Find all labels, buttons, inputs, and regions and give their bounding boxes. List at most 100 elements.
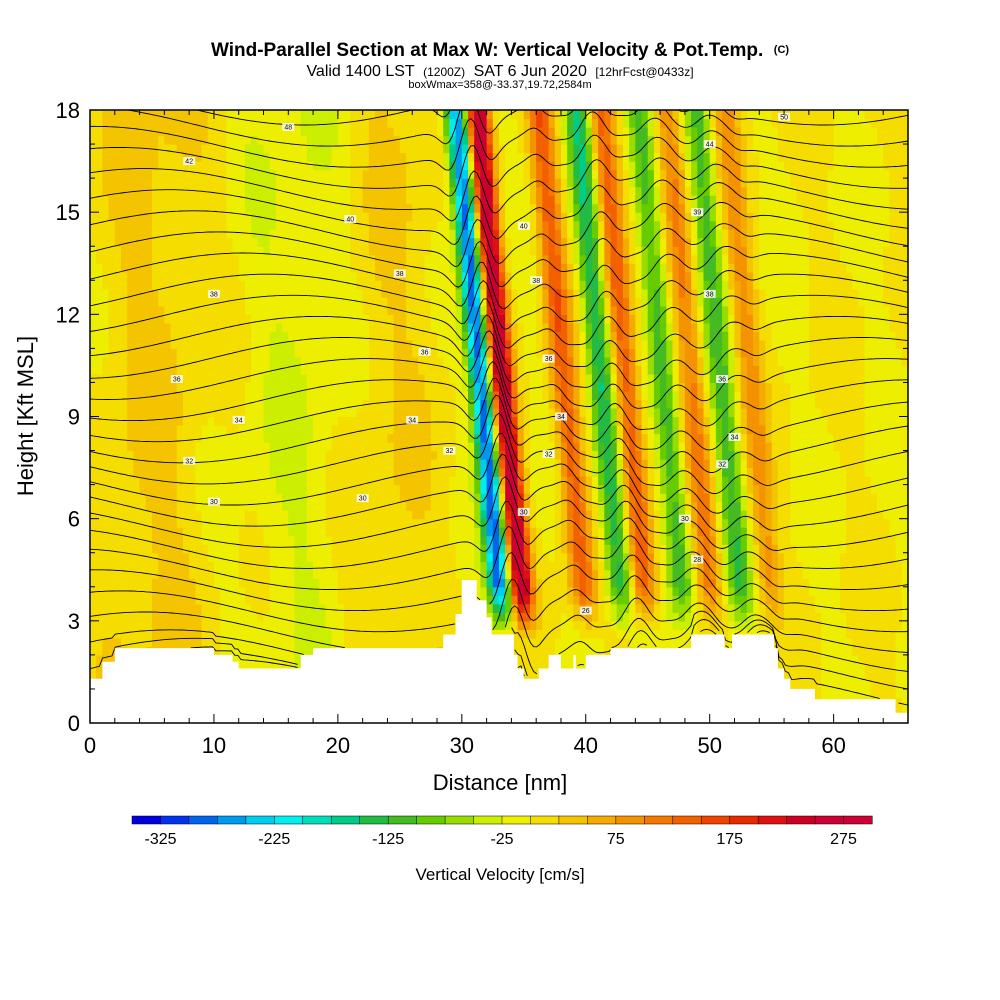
velocity-cell: [325, 476, 333, 486]
velocity-cell: [381, 263, 389, 273]
velocity-cell: [220, 118, 227, 128]
velocity-cell: [145, 339, 153, 349]
velocity-cell: [102, 220, 110, 230]
velocity-cell: [474, 144, 482, 154]
velocity-cell: [275, 527, 283, 537]
velocity-cell: [282, 373, 289, 384]
velocity-cell: [492, 297, 500, 307]
velocity-cell: [492, 620, 500, 630]
velocity-cell: [257, 195, 265, 205]
velocity-cell: [263, 305, 271, 315]
velocity-cell: [201, 246, 209, 256]
velocity-cell: [418, 237, 426, 247]
velocity-cell: [182, 612, 190, 622]
velocity-cell: [412, 476, 420, 486]
velocity-cell: [393, 629, 401, 639]
velocity-cell: [238, 382, 246, 392]
velocity-cell: [294, 586, 302, 596]
velocity-cell: [492, 595, 500, 605]
velocity-cell: [313, 356, 320, 367]
velocity-cell: [313, 254, 320, 264]
velocity-cell: [350, 620, 358, 630]
velocity-cell: [362, 254, 370, 264]
velocity-cell: [269, 620, 277, 630]
velocity-cell: [269, 263, 277, 273]
velocity-cell: [170, 442, 178, 452]
velocity-cell: [282, 561, 289, 571]
velocity-cell: [468, 425, 475, 435]
velocity-cell: [461, 118, 469, 128]
velocity-cell: [232, 637, 240, 647]
velocity-cell: [331, 288, 339, 298]
velocity-cell: [139, 544, 147, 554]
velocity-cell: [300, 425, 308, 435]
velocity-cell: [344, 484, 351, 494]
velocity-cell: [263, 586, 271, 596]
velocity-cell: [164, 331, 172, 341]
velocity-cell: [399, 152, 407, 162]
velocity-cell: [319, 305, 327, 315]
velocity-cell: [362, 246, 370, 256]
velocity-cell: [486, 339, 494, 349]
velocity-cell: [294, 314, 302, 324]
velocity-cell: [170, 425, 178, 435]
velocity-cell: [102, 203, 110, 213]
velocity-cell: [201, 339, 209, 349]
velocity-cell: [120, 561, 128, 571]
velocity-cell: [511, 629, 519, 639]
velocity-cell: [238, 195, 246, 205]
velocity-cell: [356, 365, 364, 375]
velocity-cell: [443, 365, 451, 375]
velocity-cell: [362, 212, 370, 222]
velocity-cell: [393, 510, 401, 520]
velocity-cell: [189, 322, 196, 332]
velocity-cell: [430, 178, 438, 188]
velocity-cell: [257, 246, 265, 256]
velocity-cell: [505, 356, 512, 367]
velocity-cell: [164, 161, 172, 171]
velocity-cell: [176, 178, 184, 188]
velocity-cell: [505, 203, 512, 213]
velocity-cell: [201, 356, 209, 367]
velocity-cell: [455, 561, 463, 571]
velocity-cell: [257, 433, 265, 443]
velocity-cell: [468, 314, 475, 324]
velocity-cell: [306, 586, 314, 596]
velocity-cell: [406, 552, 413, 562]
velocity-cell: [158, 552, 165, 562]
velocity-cell: [90, 442, 97, 452]
velocity-cell: [176, 476, 184, 486]
velocity-cell: [263, 373, 271, 384]
velocity-cell: [399, 544, 407, 554]
velocity-cell: [480, 467, 488, 477]
velocity-cell: [182, 195, 190, 205]
velocity-cell: [325, 169, 333, 179]
velocity-cell: [288, 263, 296, 273]
velocity-cell: [368, 484, 376, 494]
velocity-cell: [114, 229, 122, 239]
velocity-cell: [102, 246, 110, 256]
velocity-cell: [102, 416, 110, 426]
velocity-cell: [251, 603, 258, 613]
velocity-cell: [300, 280, 308, 290]
velocity-cell: [201, 390, 209, 401]
velocity-cell: [263, 339, 271, 349]
velocity-cell: [251, 144, 258, 154]
velocity-cell: [418, 637, 426, 647]
velocity-cell: [201, 331, 209, 341]
velocity-cell: [337, 527, 345, 537]
velocity-cell: [313, 620, 320, 630]
velocity-cell: [486, 476, 494, 486]
velocity-cell: [133, 339, 141, 349]
velocity-cell: [511, 297, 519, 307]
velocity-cell: [499, 305, 506, 315]
velocity-cell: [313, 578, 320, 588]
velocity-cell: [213, 433, 221, 443]
velocity-cell: [331, 373, 339, 384]
velocity-cell: [294, 144, 302, 154]
velocity-cell: [238, 637, 246, 647]
velocity-cell: [201, 178, 209, 188]
velocity-cell: [480, 203, 488, 213]
velocity-cell: [399, 288, 407, 298]
